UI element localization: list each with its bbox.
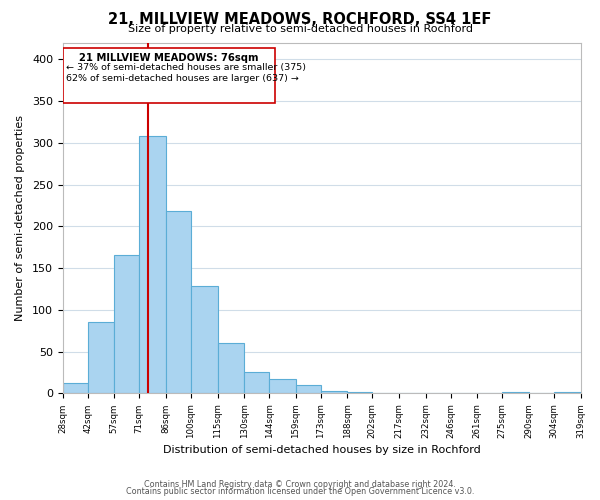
Bar <box>347 392 373 394</box>
Bar <box>244 372 269 394</box>
Bar <box>296 385 321 394</box>
Text: Contains public sector information licensed under the Open Government Licence v3: Contains public sector information licen… <box>126 488 474 496</box>
Text: Size of property relative to semi-detached houses in Rochford: Size of property relative to semi-detach… <box>128 24 473 34</box>
Text: 62% of semi-detached houses are larger (637) →: 62% of semi-detached houses are larger (… <box>67 74 299 84</box>
X-axis label: Distribution of semi-detached houses by size in Rochford: Distribution of semi-detached houses by … <box>163 445 481 455</box>
Bar <box>115 254 139 394</box>
Text: 21 MILLVIEW MEADOWS: 76sqm: 21 MILLVIEW MEADOWS: 76sqm <box>79 52 259 62</box>
Bar <box>554 392 581 394</box>
Bar <box>63 382 88 394</box>
Bar <box>88 322 115 394</box>
Text: ← 37% of semi-detached houses are smaller (375): ← 37% of semi-detached houses are smalle… <box>67 62 307 72</box>
Bar <box>218 344 244 394</box>
Bar <box>269 380 296 394</box>
FancyBboxPatch shape <box>63 48 275 102</box>
Bar <box>321 391 347 394</box>
Text: 21, MILLVIEW MEADOWS, ROCHFORD, SS4 1EF: 21, MILLVIEW MEADOWS, ROCHFORD, SS4 1EF <box>109 12 491 28</box>
Bar <box>191 286 218 394</box>
Y-axis label: Number of semi-detached properties: Number of semi-detached properties <box>15 115 25 321</box>
Text: Contains HM Land Registry data © Crown copyright and database right 2024.: Contains HM Land Registry data © Crown c… <box>144 480 456 489</box>
Bar <box>139 136 166 394</box>
Bar <box>166 212 191 394</box>
Bar <box>502 392 529 394</box>
